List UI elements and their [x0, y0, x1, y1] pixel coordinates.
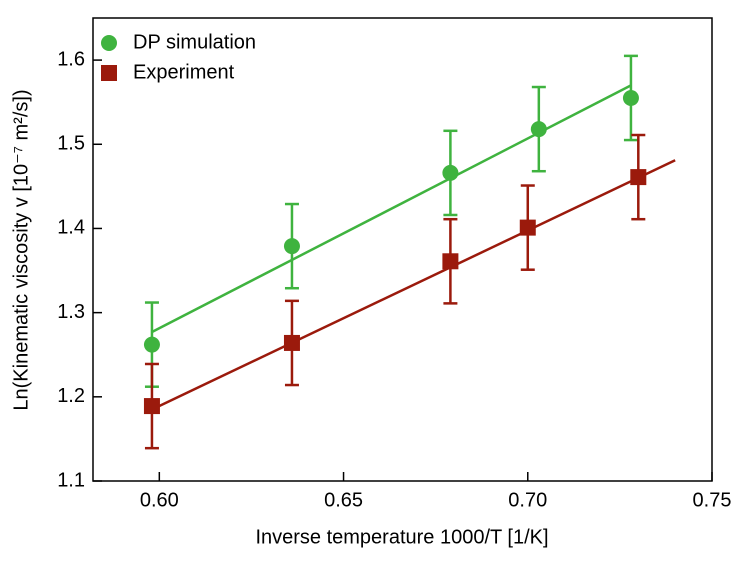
legend-marker: [101, 65, 117, 81]
point: [143, 336, 160, 353]
legend-marker: [101, 35, 117, 51]
point: [530, 121, 547, 138]
point: [442, 164, 459, 181]
y-tick-label: 1.2: [57, 385, 85, 407]
legend-label: DP simulation: [133, 31, 256, 53]
legend-label: Experiment: [133, 61, 235, 83]
point: [283, 238, 300, 255]
point: [442, 253, 459, 270]
y-tick-label: 1.1: [57, 469, 85, 491]
x-tick-label: 0.70: [508, 489, 547, 511]
point: [630, 169, 647, 186]
y-axis-label: Ln(Kinematic viscosity v [10⁻⁷ m²/s]): [10, 89, 32, 410]
point: [519, 219, 536, 236]
y-tick-label: 1.4: [57, 217, 85, 239]
y-tick-label: 1.6: [57, 48, 85, 70]
x-axis-label: Inverse temperature 1000/T [1/K]: [255, 526, 548, 548]
point: [143, 398, 160, 415]
fit-line: [151, 159, 676, 411]
x-tick-label: 0.60: [140, 489, 179, 511]
point: [622, 89, 639, 106]
point: [283, 334, 300, 351]
x-tick-label: 0.65: [324, 489, 363, 511]
y-tick-label: 1.5: [57, 133, 85, 155]
fit-line: [151, 84, 632, 334]
x-tick-label: 0.75: [693, 489, 732, 511]
plot-frame: [92, 17, 713, 482]
y-tick-label: 1.3: [57, 301, 85, 323]
